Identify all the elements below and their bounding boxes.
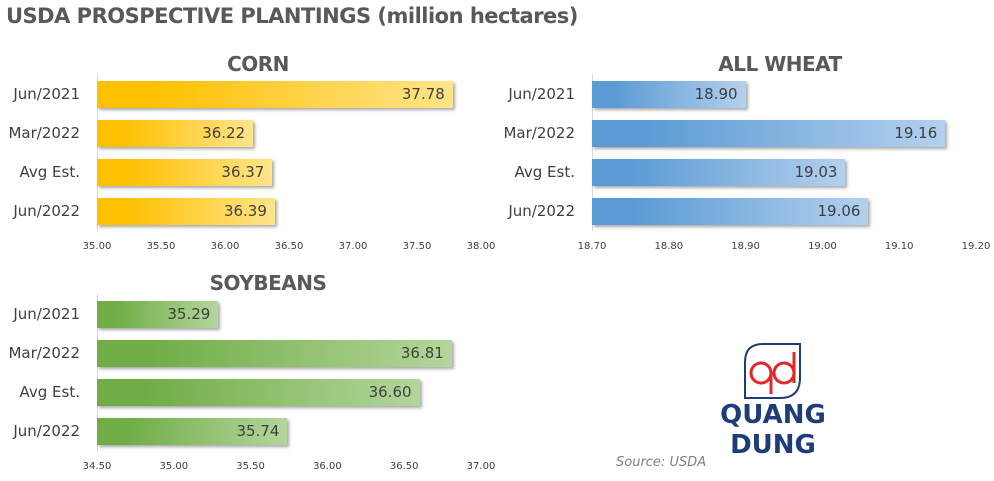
all-wheat-category-label: Jun/2022 <box>508 202 575 220</box>
all-wheat-bar <box>592 198 869 225</box>
qd-logo-icon <box>744 343 801 399</box>
corn-axis <box>97 74 98 231</box>
corn-value-label: 36.22 <box>202 124 246 142</box>
all-wheat-value-label: 18.90 <box>694 85 738 103</box>
corn-bar <box>97 159 273 186</box>
corn-value-label: 36.37 <box>221 163 265 181</box>
corn-tick-label: 36.50 <box>274 241 304 252</box>
all-wheat-value-label: 19.06 <box>817 202 861 220</box>
corn-tick-label: 38.00 <box>466 241 496 252</box>
all-wheat-category-label: Avg Est. <box>514 163 576 181</box>
soybeans-tick-label: 36.00 <box>313 461 342 472</box>
all-wheat-bar <box>592 159 846 186</box>
corn-title: CORN <box>227 52 289 76</box>
soybeans-value-label: 35.74 <box>236 422 280 440</box>
corn-category-label: Avg Est. <box>19 163 81 181</box>
soybeans-bar <box>97 301 219 328</box>
soybeans-tick-label: 35.50 <box>236 461 265 472</box>
all-wheat-bar <box>592 120 946 147</box>
all-wheat-tick-label: 18.70 <box>577 241 607 252</box>
soybeans-bar <box>97 418 288 445</box>
all-wheat-tick-label: 18.80 <box>654 241 684 252</box>
corn-bar <box>97 120 254 147</box>
soybeans-category-label: Avg Est. <box>19 383 81 401</box>
soybeans-tick-label: 35.00 <box>159 461 189 472</box>
corn-tick-label: 37.00 <box>338 241 368 252</box>
all-wheat-tick-label: 19.00 <box>808 241 837 252</box>
corn-category-label: Jun/2022 <box>13 202 80 220</box>
soybeans-value-label: 35.29 <box>167 305 211 323</box>
all-wheat-axis <box>592 74 593 231</box>
soybeans-bar <box>97 379 420 406</box>
corn-bar <box>97 81 453 108</box>
main-title: USDA PROSPECTIVE PLANTINGS (million hect… <box>6 4 578 28</box>
all-wheat-title: ALL WHEAT <box>718 52 842 76</box>
soybeans-category-label: Jun/2022 <box>13 422 80 440</box>
soybeans-bar <box>97 340 452 367</box>
soybeans-tick-label: 34.50 <box>82 461 112 472</box>
source-note: Source: USDA <box>616 455 707 470</box>
all-wheat-tick-label: 18.90 <box>731 241 760 252</box>
corn-tick-label: 35.50 <box>146 241 176 252</box>
soybeans-value-label: 36.60 <box>368 383 412 401</box>
all-wheat-tick-label: 19.10 <box>884 241 914 252</box>
soybeans-title: SOYBEANS <box>209 271 327 295</box>
all-wheat-value-label: 19.03 <box>794 163 838 181</box>
corn-category-label: Mar/2022 <box>8 124 80 142</box>
soybeans-tick-label: 37.00 <box>466 461 496 472</box>
corn-category-label: Jun/2021 <box>13 85 80 103</box>
corn-tick-label: 37.50 <box>402 241 432 252</box>
all-wheat-category-label: Jun/2021 <box>508 85 575 103</box>
corn-tick-label: 35.00 <box>82 241 112 252</box>
all-wheat-tick-label: 19.20 <box>961 241 991 252</box>
soybeans-value-label: 36.81 <box>400 344 444 362</box>
soybeans-category-label: Jun/2021 <box>13 305 80 323</box>
corn-value-label: 37.78 <box>401 85 445 103</box>
corn-bar <box>97 198 275 225</box>
all-wheat-value-label: 19.16 <box>894 124 938 142</box>
quang-dung-logo: QUANG DUNG <box>678 340 868 460</box>
soybeans-category-label: Mar/2022 <box>8 344 80 362</box>
all-wheat-category-label: Mar/2022 <box>503 124 575 142</box>
soybeans-tick-label: 36.50 <box>389 461 419 472</box>
logo-text: QUANG DUNG <box>720 400 826 460</box>
corn-value-label: 36.39 <box>223 202 267 220</box>
soybeans-axis <box>97 294 98 451</box>
corn-tick-label: 36.00 <box>210 241 240 252</box>
all-wheat-bar <box>592 81 746 108</box>
